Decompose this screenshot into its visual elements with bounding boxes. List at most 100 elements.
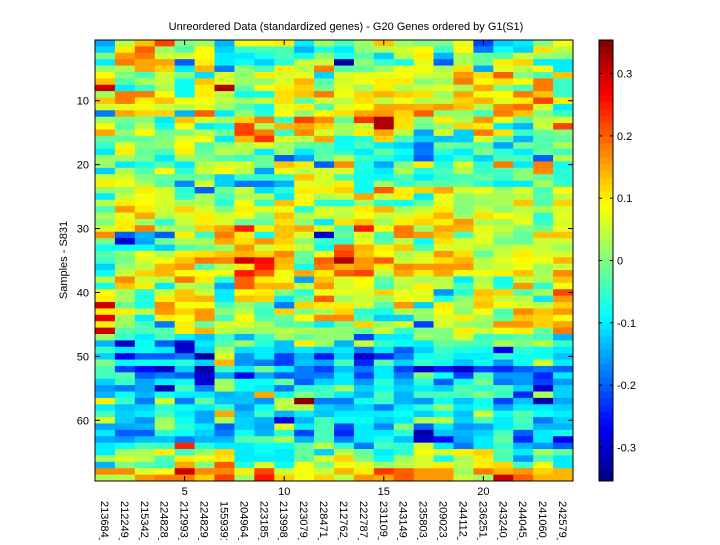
heatmap-cell bbox=[274, 385, 295, 392]
heatmap-cell bbox=[234, 314, 255, 322]
heatmap-cell bbox=[234, 340, 255, 348]
heatmap-cell bbox=[154, 468, 176, 476]
heatmap-cell bbox=[194, 129, 215, 137]
heatmap-cell bbox=[353, 404, 375, 412]
heatmap-cell bbox=[294, 78, 315, 86]
heatmap-cell bbox=[493, 417, 514, 424]
heatmap-cell bbox=[373, 449, 395, 456]
x-category-label: 215342_ bbox=[138, 501, 150, 540]
heatmap-cell bbox=[194, 161, 215, 169]
heatmap-cell bbox=[274, 327, 295, 335]
heatmap-cell bbox=[254, 391, 275, 399]
heatmap-cell bbox=[473, 276, 494, 284]
heatmap-cell bbox=[373, 365, 395, 373]
heatmap-cell bbox=[553, 167, 574, 175]
heatmap-cell bbox=[174, 449, 195, 456]
x-category-label: 209023_ bbox=[437, 501, 449, 540]
heatmap-cell bbox=[334, 442, 355, 450]
heatmap-cell bbox=[214, 314, 235, 322]
heatmap-cell bbox=[254, 257, 275, 265]
heatmap-cell bbox=[413, 46, 434, 54]
heatmap-cell bbox=[393, 378, 415, 386]
heatmap-cell bbox=[513, 372, 534, 380]
heatmap-cell bbox=[274, 359, 295, 367]
heatmap-cell bbox=[95, 59, 116, 66]
heatmap-cell bbox=[114, 244, 136, 252]
heatmap-cell bbox=[453, 193, 474, 201]
heatmap-cell bbox=[314, 302, 335, 309]
heatmap-cell bbox=[314, 161, 335, 169]
heatmap-cell bbox=[553, 231, 574, 239]
heatmap-cell bbox=[254, 468, 275, 476]
heatmap-cell bbox=[234, 321, 255, 329]
heatmap-cell bbox=[134, 174, 156, 182]
heatmap-cell bbox=[453, 52, 474, 60]
heatmap-cell bbox=[533, 116, 554, 124]
heatmap-cell bbox=[473, 174, 494, 182]
heatmap-cell bbox=[294, 346, 315, 354]
heatmap-cell bbox=[174, 417, 195, 424]
heatmap-cell bbox=[553, 295, 574, 303]
heatmap-cell bbox=[393, 436, 415, 444]
heatmap-cell bbox=[393, 346, 415, 354]
heatmap-cell bbox=[274, 238, 295, 245]
heatmap-cell bbox=[533, 436, 554, 444]
heatmap-cell bbox=[473, 410, 494, 418]
heatmap-cell bbox=[95, 78, 116, 86]
heatmap-cell bbox=[274, 206, 295, 213]
heatmap-cell bbox=[234, 385, 255, 392]
heatmap-cell bbox=[433, 129, 454, 137]
heatmap-cell bbox=[413, 365, 434, 373]
heatmap-cell bbox=[533, 346, 554, 354]
heatmap-cell bbox=[134, 78, 156, 86]
heatmap-cell bbox=[353, 103, 375, 111]
heatmap-cell bbox=[553, 161, 574, 169]
heatmap-cell bbox=[413, 404, 434, 412]
colorbar-segment bbox=[599, 377, 613, 385]
heatmap-cell bbox=[254, 84, 275, 92]
heatmap-cell bbox=[294, 212, 315, 220]
heatmap-cell bbox=[334, 404, 355, 412]
heatmap-cell bbox=[473, 116, 494, 124]
heatmap-cell bbox=[214, 97, 235, 105]
heatmap-cell bbox=[274, 314, 295, 322]
heatmap-cell bbox=[114, 276, 136, 284]
heatmap-cell bbox=[533, 187, 554, 194]
heatmap-cell bbox=[95, 385, 116, 392]
heatmap-cell bbox=[174, 71, 195, 79]
heatmap-cell bbox=[334, 270, 355, 277]
heatmap-cell bbox=[553, 423, 574, 431]
heatmap-cell bbox=[393, 302, 415, 309]
heatmap-cell bbox=[413, 155, 434, 162]
heatmap-cell bbox=[533, 206, 554, 213]
heatmap-cell bbox=[134, 449, 156, 456]
heatmap-cell bbox=[553, 193, 574, 201]
heatmap-cell bbox=[334, 449, 355, 456]
heatmap-cell bbox=[294, 231, 315, 239]
heatmap-cell bbox=[553, 129, 574, 137]
heatmap-cell bbox=[154, 455, 176, 463]
x-category-label: 243149_ bbox=[397, 501, 409, 540]
heatmap-cell bbox=[134, 244, 156, 252]
heatmap-cell bbox=[114, 167, 136, 175]
heatmap-cell bbox=[174, 442, 195, 450]
heatmap-cell bbox=[234, 474, 255, 482]
x-category-label: 204964_ bbox=[237, 501, 249, 540]
heatmap-cell bbox=[154, 397, 176, 405]
heatmap-cell bbox=[353, 461, 375, 469]
heatmap-cell bbox=[453, 302, 474, 309]
heatmap-cell bbox=[393, 155, 415, 162]
heatmap-cell bbox=[353, 327, 375, 335]
heatmap-cell bbox=[473, 365, 494, 373]
heatmap-cell bbox=[393, 314, 415, 322]
heatmap-cell bbox=[493, 71, 514, 79]
heatmap-cell bbox=[513, 46, 534, 54]
heatmap-cell bbox=[533, 327, 554, 335]
heatmap-cell bbox=[334, 40, 355, 47]
heatmap-cell bbox=[473, 155, 494, 162]
heatmap-cell bbox=[174, 155, 195, 162]
heatmap-cell bbox=[373, 199, 395, 207]
heatmap-cell bbox=[234, 59, 255, 66]
heatmap-cell bbox=[194, 148, 215, 156]
